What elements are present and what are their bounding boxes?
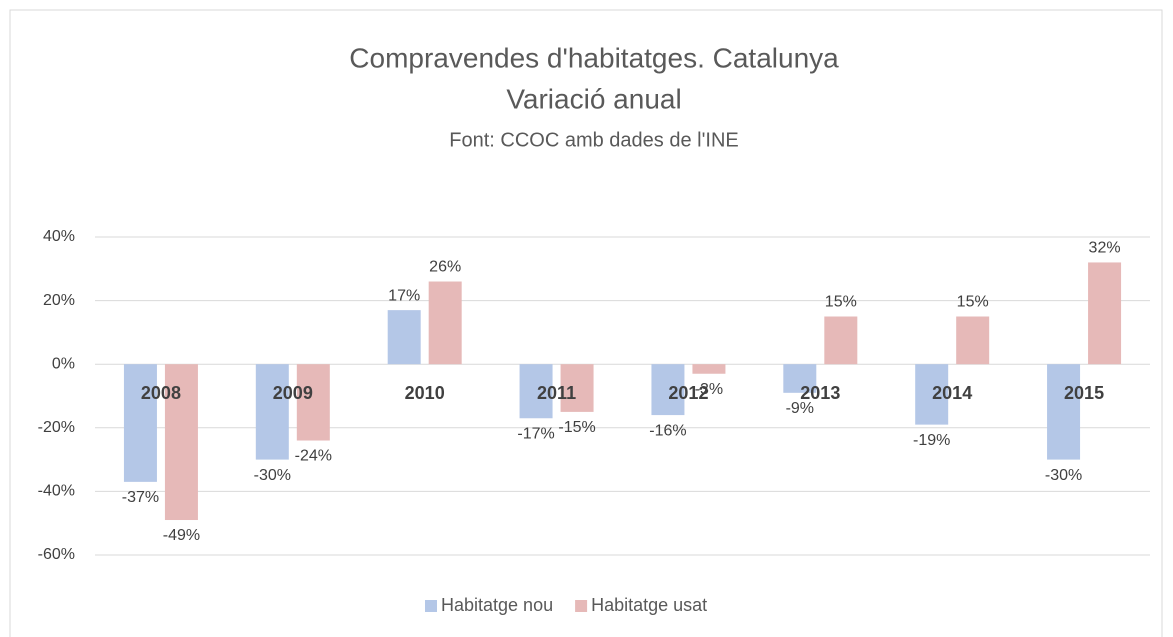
x-tick-label: 2010	[405, 383, 445, 403]
data-label: 17%	[388, 287, 420, 304]
x-tick-label: 2012	[668, 383, 708, 403]
bar	[387, 310, 421, 365]
chart-title: Compravendes d'habitatges. Catalunya	[349, 42, 839, 73]
data-label: -49%	[163, 527, 200, 544]
y-tick-label: -20%	[38, 419, 75, 436]
data-label: -37%	[122, 489, 159, 506]
y-tick-label: 0%	[52, 355, 75, 372]
chart-subtitle: Variació anual	[506, 83, 681, 114]
bar	[651, 364, 685, 416]
bar	[1088, 262, 1122, 365]
data-label: -19%	[913, 432, 950, 449]
bar	[783, 364, 817, 393]
bar	[428, 281, 462, 365]
x-tick-label: 2014	[932, 383, 972, 403]
bar	[915, 364, 949, 425]
x-tick-label: 2011	[537, 383, 576, 403]
y-tick-label: 20%	[43, 292, 75, 309]
data-label: 26%	[429, 259, 461, 276]
data-label: -17%	[517, 425, 554, 442]
data-label: 15%	[825, 294, 857, 311]
legend-label: Habitatge usat	[591, 595, 707, 615]
y-tick-label: 40%	[43, 228, 75, 245]
legend-label: Habitatge nou	[441, 595, 553, 615]
bar	[824, 316, 858, 365]
data-label: -24%	[295, 448, 332, 465]
bar	[255, 364, 289, 460]
data-label: -16%	[649, 422, 686, 439]
bar	[560, 364, 594, 412]
x-tick-label: 2015	[1064, 383, 1104, 403]
bar	[1047, 364, 1081, 460]
chart-source: Font: CCOC amb dades de l'INE	[449, 129, 739, 151]
y-tick-label: -40%	[38, 483, 75, 500]
bar	[956, 316, 990, 365]
data-label: -9%	[786, 400, 814, 417]
x-tick-label: 2008	[141, 383, 181, 403]
bar	[692, 364, 726, 374]
bar	[164, 364, 198, 521]
x-tick-label: 2009	[273, 383, 313, 403]
y-tick-label: -60%	[38, 546, 75, 563]
data-label: -15%	[558, 419, 595, 436]
data-label: -3%	[695, 381, 723, 398]
data-label: 32%	[1089, 240, 1121, 257]
bar	[296, 364, 330, 441]
bar	[123, 364, 157, 482]
data-label: 15%	[957, 294, 989, 311]
bar	[519, 364, 553, 419]
legend-swatch	[575, 600, 588, 612]
data-label: -30%	[1045, 467, 1082, 484]
x-tick-label: 2013	[800, 383, 840, 403]
legend-swatch	[425, 600, 437, 612]
data-label: -30%	[254, 467, 291, 484]
